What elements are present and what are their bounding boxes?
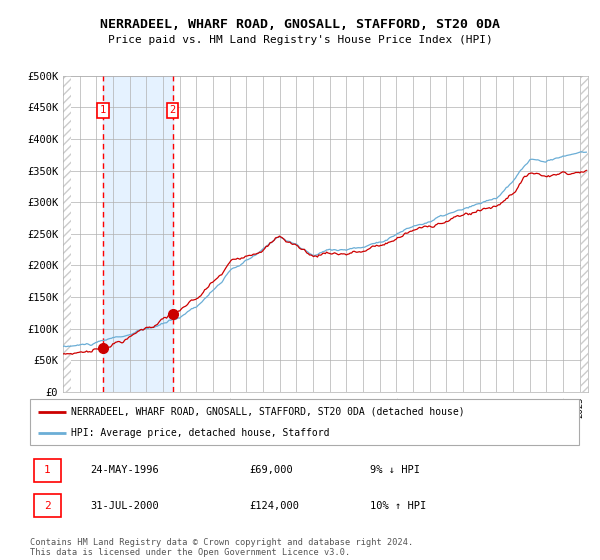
FancyBboxPatch shape bbox=[34, 459, 61, 482]
Text: 31-JUL-2000: 31-JUL-2000 bbox=[91, 501, 159, 511]
Text: £69,000: £69,000 bbox=[250, 465, 293, 475]
Text: 2: 2 bbox=[44, 501, 51, 511]
FancyBboxPatch shape bbox=[34, 494, 61, 517]
Text: NERRADEEL, WHARF ROAD, GNOSALL, STAFFORD, ST20 0DA: NERRADEEL, WHARF ROAD, GNOSALL, STAFFORD… bbox=[100, 17, 500, 31]
Bar bbox=[581, 76, 589, 392]
Bar bbox=[103, 76, 173, 392]
Text: Price paid vs. HM Land Registry's House Price Index (HPI): Price paid vs. HM Land Registry's House … bbox=[107, 35, 493, 45]
Text: 1: 1 bbox=[100, 105, 106, 115]
Text: Contains HM Land Registry data © Crown copyright and database right 2024.
This d: Contains HM Land Registry data © Crown c… bbox=[30, 538, 413, 557]
Text: 1: 1 bbox=[44, 465, 51, 475]
Text: NERRADEEL, WHARF ROAD, GNOSALL, STAFFORD, ST20 0DA (detached house): NERRADEEL, WHARF ROAD, GNOSALL, STAFFORD… bbox=[71, 407, 465, 417]
Text: 24-MAY-1996: 24-MAY-1996 bbox=[91, 465, 159, 475]
Text: 9% ↓ HPI: 9% ↓ HPI bbox=[370, 465, 421, 475]
Text: £124,000: £124,000 bbox=[250, 501, 299, 511]
FancyBboxPatch shape bbox=[30, 399, 579, 445]
Text: 2: 2 bbox=[170, 105, 176, 115]
Text: 10% ↑ HPI: 10% ↑ HPI bbox=[370, 501, 427, 511]
Bar bbox=[63, 76, 71, 392]
Text: HPI: Average price, detached house, Stafford: HPI: Average price, detached house, Staf… bbox=[71, 428, 329, 438]
